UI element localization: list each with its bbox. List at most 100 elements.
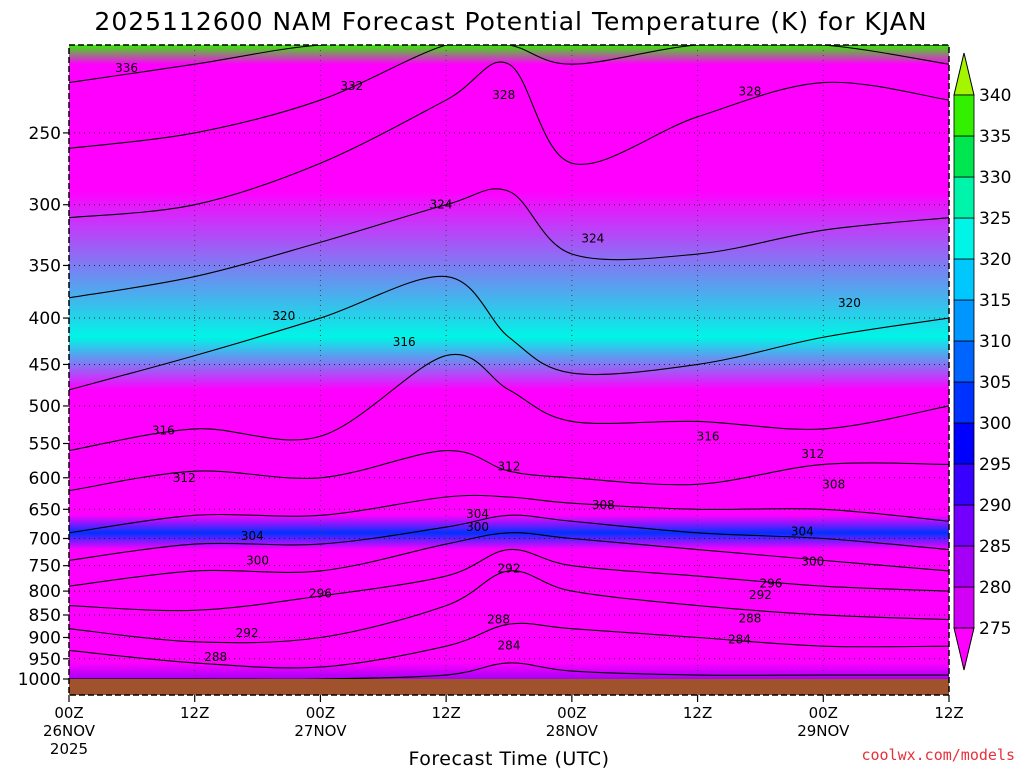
colorbar-tick-label: 280	[979, 578, 1011, 598]
colorbar-bin	[953, 381, 975, 424]
isentrope-296	[69, 548, 949, 612]
y-tick-label: 1000	[18, 670, 61, 690]
contour-label: 308	[592, 498, 615, 512]
colorbar-bin	[953, 340, 975, 383]
colorbar-tick-label: 300	[979, 414, 1011, 434]
x-axis-label: Forecast Time (UTC)	[409, 748, 610, 768]
colorbar-bin	[953, 422, 975, 465]
contour-label: 304	[241, 529, 264, 543]
colorbar-tick-label: 325	[979, 209, 1011, 229]
contour-label: 328	[492, 88, 515, 102]
y-axis: 2503003504004505005506006507007508008509…	[18, 124, 69, 690]
isentrope-336	[69, 45, 949, 84]
contour-label: 316	[152, 423, 175, 437]
chart-title: 2025112600 NAM Forecast Potential Temper…	[94, 7, 927, 36]
x-tick-label: 12Z	[180, 704, 209, 722]
x-date-label: 26NOV	[43, 722, 96, 740]
x-tick-label: 00Z	[557, 704, 586, 722]
y-tick-label: 350	[29, 256, 61, 276]
colorbar-tick-label: 320	[979, 250, 1011, 270]
y-tick-label: 550	[29, 434, 61, 454]
contour-label: 292	[749, 588, 772, 602]
contour-label: 316	[393, 335, 416, 349]
x-tick-label: 00Z	[306, 704, 335, 722]
contour-label: 288	[487, 613, 510, 627]
y-tick-label: 700	[29, 529, 61, 549]
colorbar-bin	[953, 504, 975, 547]
contour-label: 292	[498, 561, 521, 575]
contour-labels: 336 332 328 328 324 324 320 320 316 316 316 312 312 3…	[115, 61, 861, 664]
contour-label: 300	[466, 520, 489, 534]
contour-label: 304	[791, 525, 814, 539]
colorbar-tick-label: 285	[979, 537, 1011, 557]
colorbar-tick-label: 335	[979, 127, 1011, 147]
contour-label: 328	[738, 84, 761, 98]
contour-label: 300	[246, 553, 269, 567]
colorbar: 275 280 285 290 295 300 305 310 315 320 325 330 335 3…	[953, 52, 1011, 671]
grid-lines	[69, 45, 949, 679]
isentrope-304	[69, 514, 949, 561]
isentrope-300	[69, 532, 949, 587]
contour-label: 324	[581, 232, 604, 246]
y-tick-label: 800	[29, 582, 61, 602]
y-tick-label: 300	[29, 196, 61, 216]
credit-text: coolwx.com/models	[861, 746, 1015, 764]
y-tick-label: 950	[29, 650, 61, 670]
contour-label: 336	[115, 61, 138, 75]
x-date-label: 28NOV	[546, 722, 599, 740]
colorbar-tick-label: 275	[979, 619, 1011, 639]
colorbar-tick-label: 290	[979, 496, 1011, 516]
colorbar-tick-label: 310	[979, 332, 1011, 352]
y-tick-label: 400	[29, 309, 61, 329]
plot-area: 336 332 328 328 324 324 320 320 316 316 316 312 312 3…	[69, 45, 949, 679]
y-tick-label: 450	[29, 355, 61, 375]
colorbar-top-arrow	[953, 52, 975, 96]
colorbar-bottom-arrow	[953, 627, 975, 671]
colorbar-bin	[953, 176, 975, 219]
isentrope-324	[69, 188, 949, 299]
colorbar-bin	[953, 135, 975, 178]
isentrope-284	[69, 662, 949, 679]
contour-label: 288	[204, 650, 227, 664]
y-tick-label: 600	[29, 469, 61, 489]
isentrope-308	[69, 494, 949, 534]
contour-label: 308	[822, 477, 845, 491]
isentrope-332	[69, 45, 949, 149]
isentrope-312	[69, 450, 949, 492]
contour-label: 292	[236, 626, 259, 640]
colorbar-bin	[953, 463, 975, 506]
contour-label: 332	[340, 79, 363, 93]
y-tick-label: 850	[29, 606, 61, 626]
contour-label: 320	[272, 309, 295, 323]
ground-surface	[69, 679, 949, 695]
colorbar-bin	[953, 258, 975, 301]
x-tick-label: 12Z	[683, 704, 712, 722]
contour-label: 312	[173, 471, 196, 485]
colorbar-tick-label: 340	[979, 86, 1011, 106]
isentrope-292	[69, 570, 949, 644]
colorbar-bin	[953, 94, 975, 137]
colorbar-bin	[953, 299, 975, 342]
contour-label: 320	[838, 296, 861, 310]
x-tick-label: 12Z	[934, 704, 963, 722]
contour-label: 284	[498, 638, 521, 652]
contour-label: 312	[498, 459, 521, 473]
colorbar-tick-label: 295	[979, 455, 1011, 475]
isentrope-320	[69, 275, 949, 391]
contour-label: 324	[429, 198, 452, 212]
x-year-label: 2025	[50, 740, 88, 758]
isentrope-328	[69, 61, 949, 219]
contour-label: 312	[801, 447, 824, 461]
y-tick-label: 500	[29, 397, 61, 417]
contour-label: 288	[738, 612, 761, 626]
isentrope-288	[69, 622, 949, 669]
colorbar-bin	[953, 586, 975, 629]
x-tick-label: 00Z	[54, 704, 83, 722]
x-tick-label: 12Z	[431, 704, 460, 722]
y-tick-label: 900	[29, 628, 61, 648]
contour-label: 296	[309, 587, 332, 601]
y-tick-label: 750	[29, 557, 61, 577]
y-tick-label: 250	[29, 124, 61, 144]
colorbar-tick-label: 315	[979, 291, 1011, 311]
